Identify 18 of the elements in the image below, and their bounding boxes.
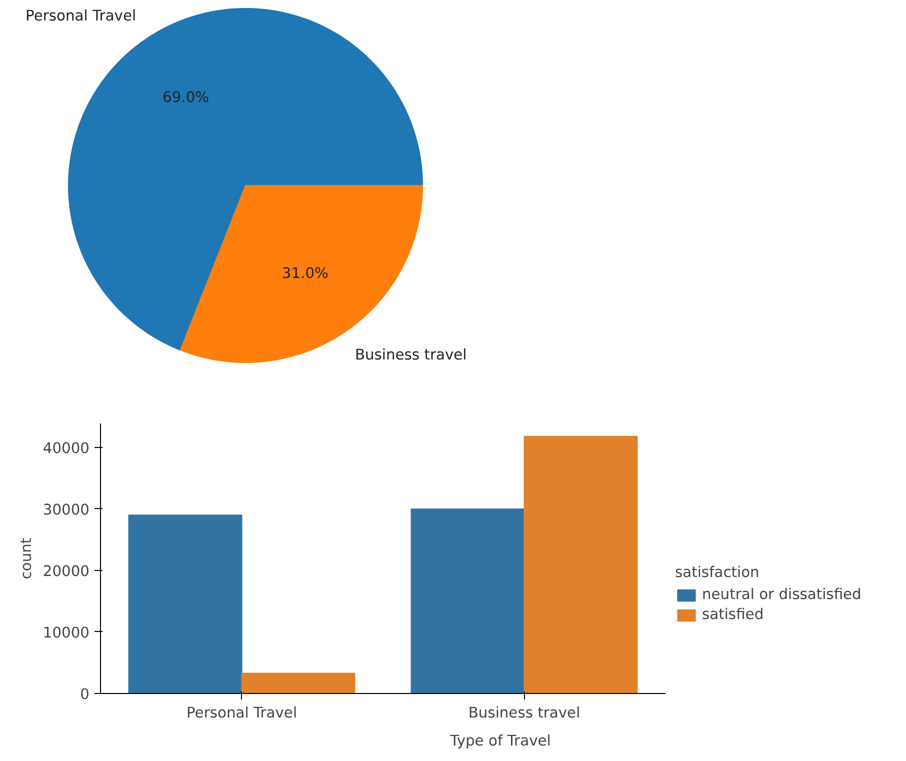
y-tick-label: 30000 [42, 501, 90, 518]
data-label: 69.0% [162, 89, 210, 106]
y-tick-label: 40000 [42, 440, 90, 457]
bar [128, 514, 242, 694]
y-tick-label: 0 [80, 686, 90, 703]
legend-title: satisfaction [675, 564, 760, 581]
bar [410, 508, 525, 694]
y-axis-title: count [18, 538, 35, 580]
x-axis-title: Type of Travel [449, 732, 551, 750]
y-tick-label: 10000 [42, 624, 90, 642]
slice-label: Business travel [354, 346, 467, 364]
data-label: 31.0% [282, 264, 329, 282]
y-tick-label: 20000 [42, 562, 90, 580]
bar [524, 436, 638, 694]
legend-label: satisfied [702, 606, 764, 623]
slice-label: Personal Travel [26, 7, 136, 24]
legend-label: neutral or dissatisfied [702, 586, 862, 603]
bar [241, 672, 356, 694]
